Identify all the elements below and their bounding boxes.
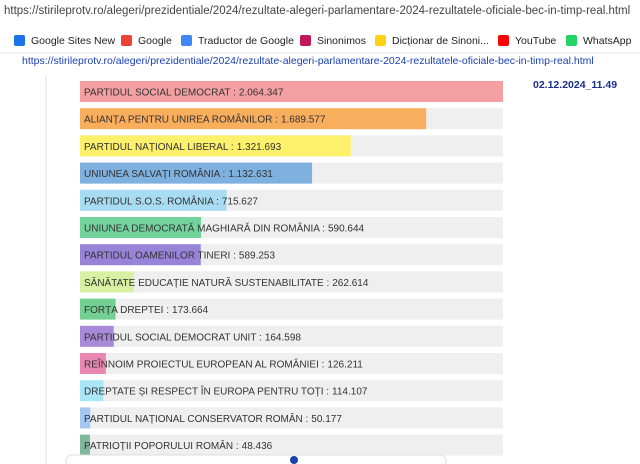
bookmark[interactable]: Dicționar de Sinoni... bbox=[392, 35, 489, 47]
category-label: ALIANȚA PENTRU UNIREA ROMÂNILOR : bbox=[84, 112, 278, 125]
bar-track bbox=[80, 325, 503, 347]
bar-label: FORȚA DREPTEI :173.664 bbox=[84, 305, 209, 316]
bookmark-icon bbox=[181, 35, 192, 46]
category-label: UNIUNEA DEMOCRATĂ MAGHIARĂ DIN ROMÂNIA : bbox=[84, 221, 325, 234]
bookmark[interactable]: Traductor de Google bbox=[198, 35, 294, 47]
bar bbox=[80, 380, 104, 402]
bar bbox=[80, 217, 202, 238]
bar bbox=[80, 271, 134, 293]
bookmark-icon bbox=[14, 35, 25, 46]
address-bar bbox=[0, 0, 640, 24]
bar-label: SĂNĂTATE EDUCAȚIE NATURĂ SUSTENABILITATE… bbox=[84, 276, 369, 289]
timestamp: 02.12.2024_11.49 bbox=[533, 79, 617, 91]
bar bbox=[80, 353, 106, 374]
bookmark[interactable]: YouTube bbox=[515, 35, 556, 47]
bar-label: PARTIDUL SOCIAL DEMOCRAT UNIT :164.598 bbox=[84, 332, 301, 343]
bar bbox=[80, 108, 427, 130]
value-label: 173.664 bbox=[172, 305, 209, 316]
bookmark-icon bbox=[375, 35, 386, 46]
bar bbox=[80, 81, 503, 102]
bookmark-icon bbox=[566, 35, 577, 46]
bar-label: PARTIDUL NAȚIONAL LIBERAL :1.321.693 bbox=[84, 142, 282, 153]
category-label: PARTIDUL NAȚIONAL CONSERVATOR ROMÂN : bbox=[84, 412, 308, 425]
bar-track bbox=[80, 434, 503, 456]
bar-label: UNIUNEA DEMOCRATĂ MAGHIARĂ DIN ROMÂNIA :… bbox=[84, 221, 365, 234]
value-label: 262.614 bbox=[332, 278, 369, 289]
category-label: PARTIDUL NAȚIONAL LIBERAL : bbox=[84, 142, 234, 153]
bar-track bbox=[80, 380, 503, 402]
bookmark[interactable]: Google bbox=[138, 35, 172, 47]
bar bbox=[80, 244, 201, 266]
url[interactable]: https://stirileprotv.ro/alegeri/preziden… bbox=[4, 5, 630, 17]
value-label: 1.689.577 bbox=[281, 114, 326, 125]
value-label: 1.321.693 bbox=[237, 142, 282, 153]
bar bbox=[80, 407, 91, 429]
bar-label: PATRIOȚII POPORULUI ROMÂN :48.436 bbox=[84, 439, 273, 452]
value-label: 589.253 bbox=[239, 250, 276, 261]
value-label: 715.627 bbox=[222, 196, 259, 207]
bar-track bbox=[80, 407, 503, 429]
category-label: REÎNNOIM PROIECTUL EUROPEAN AL ROMÂNIEI … bbox=[84, 357, 324, 370]
bar bbox=[80, 189, 227, 211]
bar-label: PARTIDUL NAȚIONAL CONSERVATOR ROMÂN :50.… bbox=[84, 412, 342, 425]
bookmark-icon bbox=[300, 35, 311, 46]
value-label: 126.211 bbox=[327, 359, 363, 370]
category-label: PARTIDUL SOCIAL DEMOCRAT UNIT : bbox=[84, 332, 262, 343]
bar bbox=[80, 298, 116, 320]
bookmarks: Google Sites New Google Traductor de Googl… bbox=[14, 35, 632, 47]
bookmark-icon bbox=[121, 35, 132, 46]
bar-label: DREPTATE ȘI RESPECT ÎN EUROPA PENTRU TOȚ… bbox=[84, 384, 368, 397]
bookmark[interactable]: WhatsApp bbox=[583, 35, 632, 47]
floating-toolbar bbox=[65, 454, 447, 464]
category-label: FORȚA DREPTEI : bbox=[84, 305, 169, 316]
category-label: PATRIOȚII POPORULUI ROMÂN : bbox=[84, 439, 239, 452]
value-label: 590.644 bbox=[328, 223, 365, 234]
bar-track bbox=[80, 353, 503, 374]
bar-label: PARTIDUL S.O.S. ROMÂNIA :715.627 bbox=[84, 194, 258, 207]
bookmark-icon bbox=[498, 35, 509, 46]
bar bbox=[80, 434, 90, 456]
bar-label: PARTIDUL SOCIAL DEMOCRAT :2.064.347 bbox=[84, 87, 284, 98]
bar-label: PARTIDUL OAMENILOR TINERI :589.253 bbox=[84, 250, 275, 261]
value-label: 1.132.631 bbox=[228, 169, 273, 180]
toolbar-icon[interactable] bbox=[290, 456, 298, 464]
bar bbox=[80, 162, 313, 184]
page-link[interactable]: https://stirileprotv.ro/alegeri/preziden… bbox=[22, 55, 594, 67]
category-label: PARTIDUL S.O.S. ROMÂNIA : bbox=[84, 194, 219, 207]
bar-label: ALIANȚA PENTRU UNIREA ROMÂNILOR :1.689.5… bbox=[84, 112, 326, 125]
bar-track bbox=[80, 298, 503, 320]
chart: PARTIDUL SOCIAL DEMOCRAT :2.064.347 ALIAN… bbox=[80, 81, 503, 456]
category-label: UNIUNEA SALVAȚI ROMÂNIA : bbox=[84, 167, 225, 180]
bar bbox=[80, 325, 114, 347]
category-label: DREPTATE ȘI RESPECT ÎN EUROPA PENTRU TOȚ… bbox=[84, 384, 329, 397]
bar-label: REÎNNOIM PROIECTUL EUROPEAN AL ROMÂNIEI … bbox=[84, 357, 363, 370]
bookmark[interactable]: Sinonimos bbox=[317, 35, 366, 47]
bar bbox=[80, 135, 351, 157]
value-label: 2.064.347 bbox=[239, 87, 284, 98]
value-label: 50.177 bbox=[311, 414, 342, 425]
value-label: 114.107 bbox=[332, 386, 368, 397]
bar-label: UNIUNEA SALVAȚI ROMÂNIA :1.132.631 bbox=[84, 167, 273, 180]
category-label: PARTIDUL SOCIAL DEMOCRAT : bbox=[84, 87, 236, 98]
bookmark[interactable]: Google Sites New bbox=[31, 35, 115, 47]
category-label: SĂNĂTATE EDUCAȚIE NATURĂ SUSTENABILITATE… bbox=[84, 276, 329, 289]
value-label: 164.598 bbox=[265, 332, 302, 343]
bar-track bbox=[80, 271, 503, 293]
category-label: PARTIDUL OAMENILOR TINERI : bbox=[84, 250, 236, 261]
value-label: 48.436 bbox=[242, 441, 273, 452]
bookmarks-bar bbox=[0, 24, 640, 53]
